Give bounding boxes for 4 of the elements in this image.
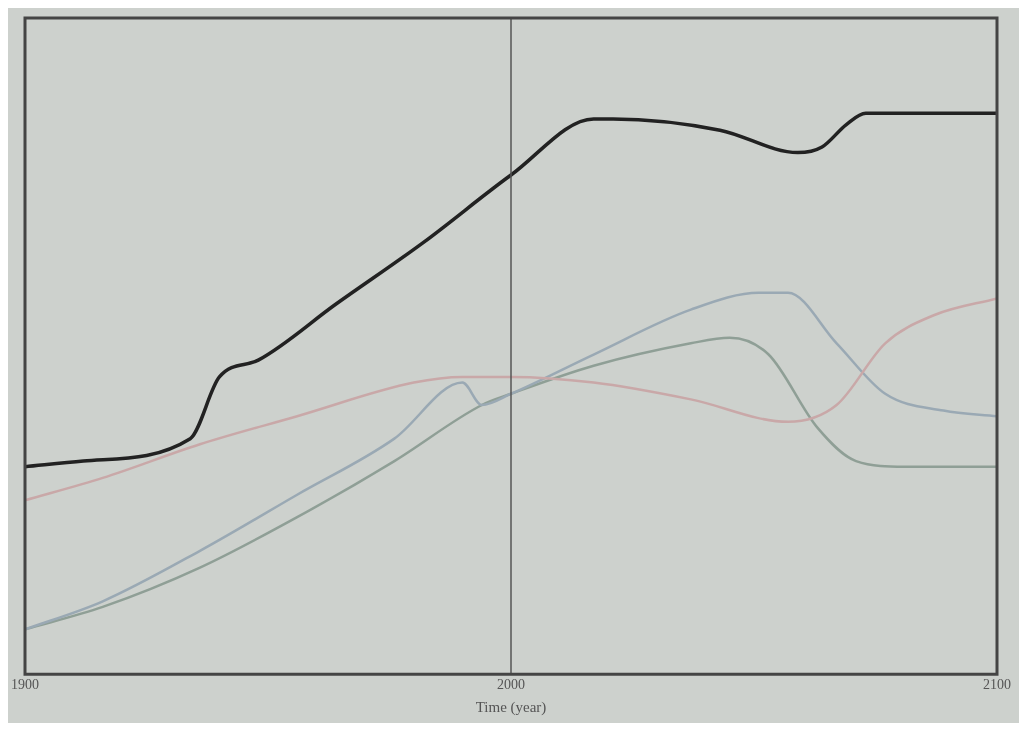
x-tick-label: 1900 [11, 677, 39, 693]
x-axis-title: Time (year) [475, 698, 547, 716]
x-tick-label: 2100 [983, 677, 1011, 693]
x-tick-label: 2000 [497, 677, 525, 693]
